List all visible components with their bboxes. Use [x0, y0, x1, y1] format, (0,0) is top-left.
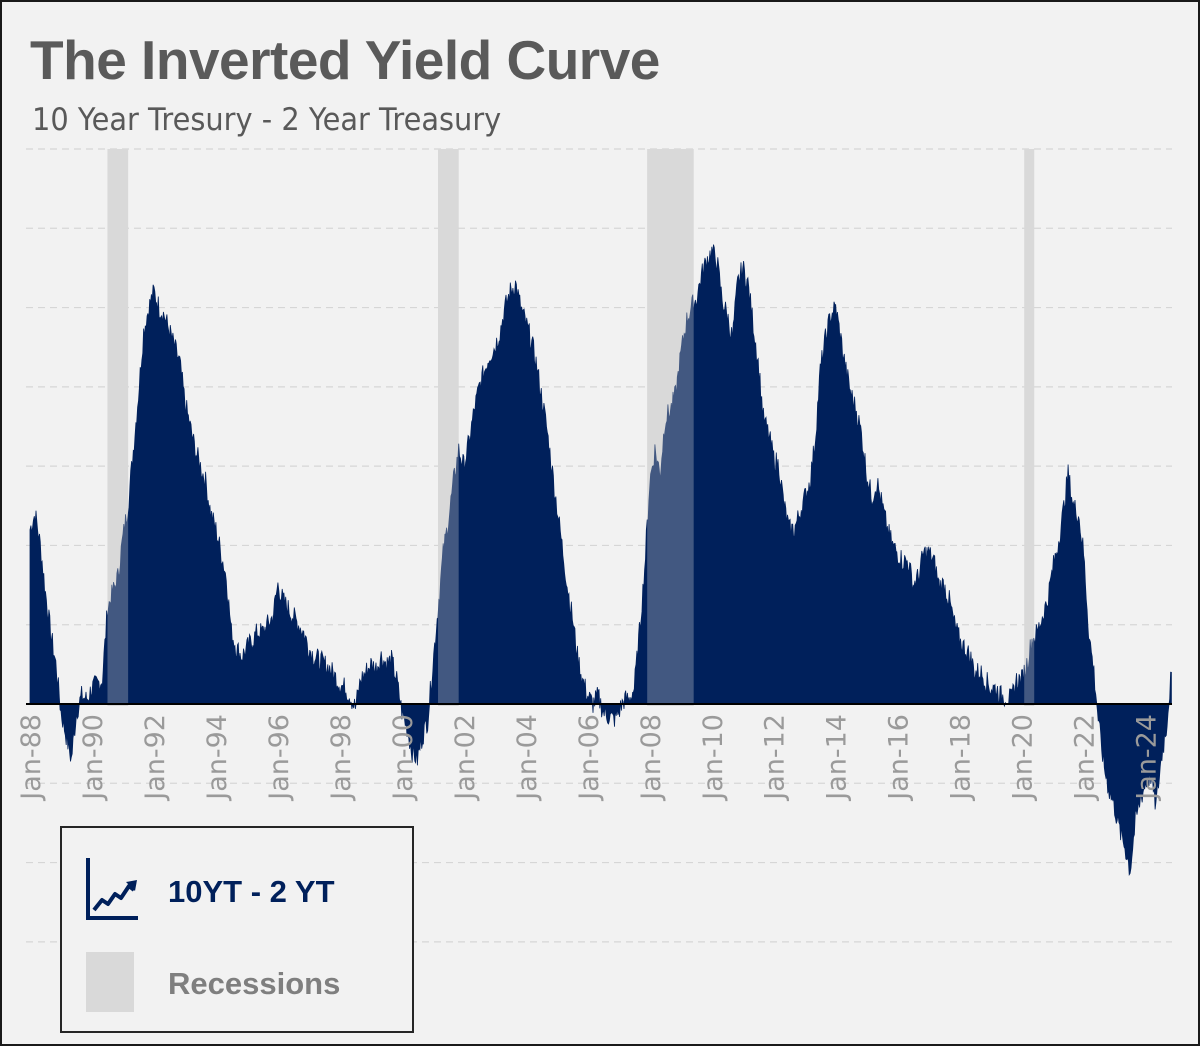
recession-band-overlay [647, 149, 694, 706]
x-tick-label: Jan-10 [698, 714, 729, 802]
legend-series-label: 10YT - 2 YT [168, 874, 335, 909]
x-tick-label: Jan-00 [388, 714, 419, 802]
x-tick-label: Jan-02 [450, 714, 481, 802]
x-tick-label: Jan-08 [636, 714, 667, 802]
legend-item-series: 10YT - 2 YT [62, 856, 412, 926]
legend: 10YT - 2 YT Recessions [60, 826, 414, 1033]
x-tick-label: Jan-24 [1132, 714, 1163, 802]
x-tick-label: Jan-14 [822, 714, 853, 802]
x-tick-label: Jan-94 [202, 714, 233, 802]
x-tick-label: Jan-04 [512, 714, 543, 802]
recession-band-overlay [107, 149, 129, 706]
x-tick-label: Jan-16 [884, 714, 915, 802]
x-tick-label: Jan-90 [78, 714, 109, 802]
x-tick-label: Jan-92 [140, 714, 171, 802]
recession-band-overlay [1024, 149, 1035, 706]
chart-title: The Inverted Yield Curve [30, 29, 660, 91]
x-tick-label: Jan-18 [946, 714, 977, 802]
x-tick-label: Jan-20 [1008, 714, 1039, 802]
x-tick-label: Jan-98 [326, 714, 357, 802]
recession-swatch [86, 952, 134, 1012]
x-tick-label: Jan-06 [574, 714, 605, 802]
x-tick-label: Jan-12 [760, 714, 791, 802]
x-tick-label: Jan-96 [264, 714, 295, 802]
x-axis: Jan-88 Jan-90 Jan-92 Jan-94 Jan-96 Jan-98 Jan-… [16, 703, 1172, 802]
spread-area-layer [29, 244, 1172, 876]
line-chart-icon [86, 858, 138, 920]
recession-band-overlay [438, 149, 459, 706]
recession-band [1024, 149, 1035, 706]
recession-overlays [107, 149, 1035, 706]
legend-recession-label: Recessions [168, 966, 341, 1001]
x-tick-label: Jan-88 [16, 714, 47, 802]
gridlines [26, 148, 1172, 943]
chart-subtitle: 10 Year Tresury - 2 Year Treasury [32, 102, 502, 138]
x-tick-label: Jan-22 [1070, 714, 1101, 802]
legend-item-recessions: Recessions [62, 948, 412, 1018]
series-area [29, 244, 1172, 876]
